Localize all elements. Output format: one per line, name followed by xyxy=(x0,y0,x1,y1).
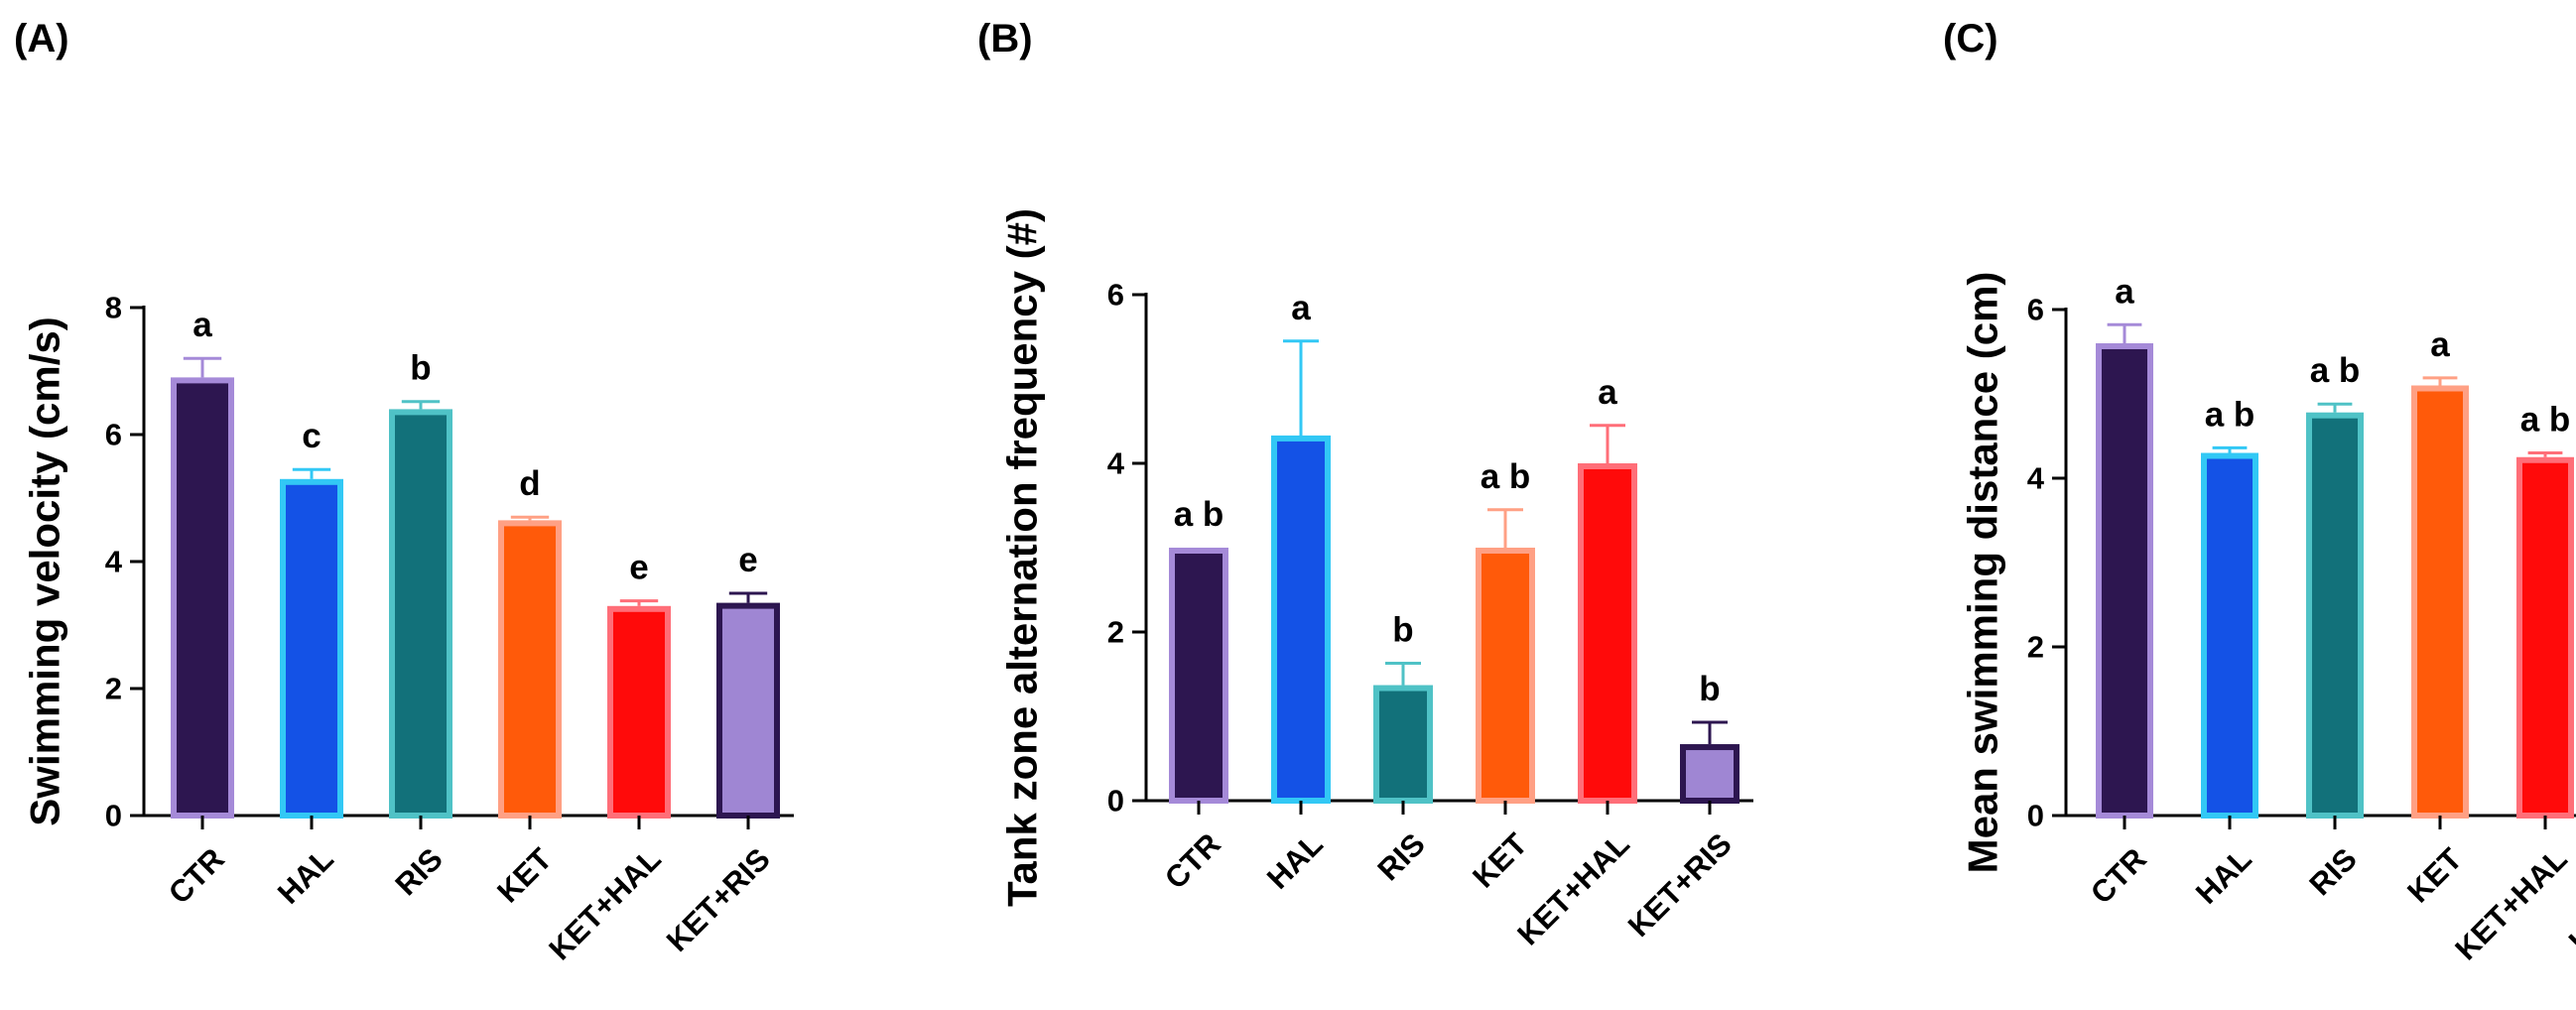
x-category-label: KET+HAL xyxy=(542,841,667,966)
significance-label: a xyxy=(193,306,212,344)
y-tick-label: 4 xyxy=(1107,446,1125,481)
bar-ctr xyxy=(2096,343,2153,819)
bar-ris xyxy=(2306,412,2364,819)
x-category-label: KET+RIS xyxy=(660,841,777,958)
significance-label: a b xyxy=(2520,401,2571,440)
x-category-label: KET+RIS xyxy=(1621,826,1739,944)
bar-hal xyxy=(2201,452,2258,819)
y-axis-title: Mean swimming distance (cm) xyxy=(1960,272,2006,874)
panel-label: (B) xyxy=(977,17,1033,61)
bar-ket-ris xyxy=(716,602,780,819)
significance-label: a xyxy=(1291,289,1311,327)
significance-label: b xyxy=(410,349,431,388)
x-category-label: KET+HAL xyxy=(2448,841,2573,966)
x-category-label: KET+HAL xyxy=(1510,826,1635,951)
y-tick-label: 2 xyxy=(105,672,122,706)
y-tick-label: 8 xyxy=(105,291,122,325)
bar-ris xyxy=(1373,685,1433,804)
bar-hal xyxy=(1271,435,1331,804)
x-category-label: CTR xyxy=(162,841,231,911)
x-category-label: KET xyxy=(490,841,559,910)
panel-label: (C) xyxy=(1943,17,1998,61)
significance-label: b xyxy=(1699,670,1720,708)
x-category-label: HAL xyxy=(1260,826,1330,896)
x-category-label: HAL xyxy=(2189,841,2258,911)
bar-ctr xyxy=(1169,548,1228,804)
y-tick-label: 0 xyxy=(2027,799,2044,833)
y-tick-label: 0 xyxy=(1107,784,1124,819)
bar-ris xyxy=(389,409,452,819)
x-category-label: KET xyxy=(1466,826,1534,895)
bar-ket-hal xyxy=(607,605,671,819)
y-tick-label: 0 xyxy=(105,799,122,833)
y-tick-label: 4 xyxy=(2027,461,2045,496)
significance-label: b xyxy=(1392,610,1413,649)
x-category-label: HAL xyxy=(271,841,340,911)
y-tick-label: 2 xyxy=(1107,615,1124,650)
bar-ket xyxy=(2411,385,2469,819)
y-tick-label: 6 xyxy=(1107,278,1124,313)
significance-label: a b xyxy=(1174,495,1224,534)
x-category-label: CTR xyxy=(1158,826,1227,896)
significance-label: a b xyxy=(1481,457,1531,496)
panel-a-swimming-velocity-chart: (A) Swimming velocity (cm/s) 0 2 4 6 8 a CTR c HAL… xyxy=(14,17,794,966)
significance-label: d xyxy=(519,464,540,503)
significance-label: e xyxy=(738,541,757,579)
x-category-label: RIS xyxy=(2302,841,2363,902)
panel-label: (A) xyxy=(14,17,69,61)
y-axis-title: Tank zone alternation frequency (#) xyxy=(999,208,1046,907)
bar-hal xyxy=(280,478,343,819)
y-axis-title: Swimming velocity (cm/s) xyxy=(22,316,68,825)
y-tick-label: 6 xyxy=(105,418,122,452)
panel-b-tank-zone-alternation-chart: (B) Tank zone alternation frequency (#) 0 2… xyxy=(977,17,1753,951)
y-tick-label: 2 xyxy=(2027,630,2044,665)
significance-label: a b xyxy=(2205,395,2255,434)
y-tick-label: 4 xyxy=(105,545,123,579)
bar-ket-ris xyxy=(1680,744,1739,804)
x-category-label: CTR xyxy=(2084,841,2153,911)
x-category-label: RIS xyxy=(1370,826,1431,887)
bar-ctr xyxy=(171,377,234,819)
bar-ket xyxy=(1476,548,1535,804)
x-category-label: KET xyxy=(2400,841,2469,910)
significance-label: a xyxy=(2115,272,2134,311)
significance-label: c xyxy=(302,417,321,455)
bar-ket xyxy=(498,520,562,820)
bar-ket-hal xyxy=(2516,456,2574,819)
panel-c-mean-swimming-distance-chart: (C) Mean swimming distance (cm) 0 2 4 6 a CTR a … xyxy=(1943,17,2576,966)
y-tick-label: 6 xyxy=(2027,293,2044,327)
x-category-label: RIS xyxy=(388,841,449,902)
significance-label: a xyxy=(2430,325,2450,364)
significance-label: a xyxy=(1598,373,1617,412)
significance-label: e xyxy=(629,549,648,587)
significance-label: a b xyxy=(2310,351,2361,390)
bar-ket-hal xyxy=(1578,463,1637,804)
